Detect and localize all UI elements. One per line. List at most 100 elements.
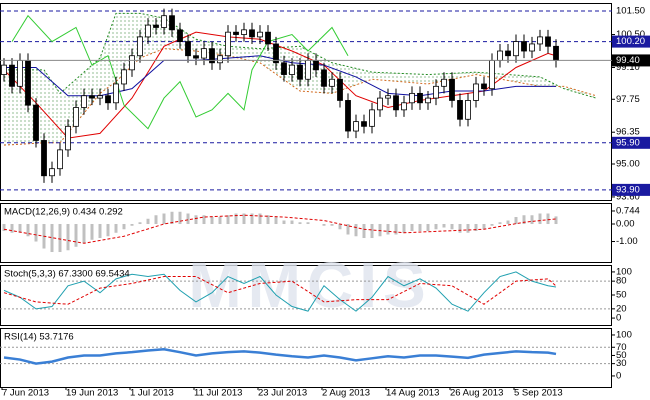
y-tick-label: 97.75	[616, 94, 640, 105]
panel-frame	[0, 265, 612, 326]
macd-bar	[514, 217, 518, 225]
macd-bar	[418, 224, 422, 232]
macd-bar	[186, 213, 190, 225]
macd-bar	[274, 217, 278, 225]
candle-body	[281, 62, 287, 75]
y-tick-label: 50	[616, 290, 627, 301]
y-tick-label: 0.744	[616, 205, 640, 216]
macd-bar	[546, 213, 550, 225]
candle-body	[201, 48, 207, 59]
candle-body	[345, 100, 351, 132]
candle-body	[97, 95, 103, 99]
candle-body	[481, 83, 487, 90]
candle-body	[25, 60, 31, 106]
candle-body	[313, 60, 319, 71]
macd-bar	[210, 217, 214, 225]
y-tick-label: 0	[616, 313, 621, 324]
macd-bar	[370, 224, 374, 239]
x-tick-label: 14 Aug 2013	[386, 388, 439, 399]
level-box	[612, 183, 650, 196]
candle-body	[33, 104, 39, 141]
candle-body	[1, 64, 7, 75]
macd-bar	[282, 220, 286, 225]
candle-body	[49, 168, 55, 177]
candle-body	[265, 31, 271, 45]
macd-bar	[58, 224, 62, 253]
y-tick-label: 96.35	[616, 127, 640, 138]
candle-body	[241, 29, 247, 35]
candle-body	[497, 50, 503, 61]
candle-body	[233, 31, 239, 35]
y-tick-label: 93.60	[616, 191, 640, 202]
indicator-line	[3, 348, 557, 365]
candle-body	[441, 78, 447, 87]
candle-body	[273, 43, 279, 64]
candle-body	[121, 69, 127, 85]
candle-body	[289, 64, 295, 75]
candle-body	[321, 69, 327, 87]
cloud-span-b	[3, 48, 597, 146]
indicator-line	[11, 14, 349, 130]
candle-body	[209, 48, 215, 64]
panel-frame	[0, 328, 612, 388]
macd-bar	[362, 224, 366, 239]
candle-body	[465, 100, 471, 120]
signal-line	[3, 214, 557, 244]
x-tick-label: 7 Jun 2013	[2, 388, 49, 399]
candle-body	[433, 85, 439, 99]
level-label: 101.50	[616, 6, 645, 17]
panel-title: RSI(14) 53.7176	[4, 332, 74, 343]
level-box	[612, 136, 650, 149]
macd-bar	[250, 213, 254, 225]
candle-body	[105, 95, 111, 104]
macd-bar	[106, 224, 110, 237]
level-box	[612, 35, 650, 48]
macd-bar	[458, 224, 462, 233]
macd-bar	[34, 224, 38, 242]
macd-bar	[490, 224, 494, 226]
level-label: 93.90	[616, 184, 640, 195]
candle-body	[113, 83, 119, 104]
x-tick-label: 11 Jul 2013	[194, 388, 242, 399]
macd-bar	[18, 224, 22, 233]
candle-body	[57, 149, 63, 170]
last-price-label: 99.40	[616, 55, 640, 66]
macd-bar	[426, 224, 430, 232]
candle-body	[529, 43, 535, 52]
y-tick-label: 99.10	[616, 62, 640, 73]
candle-body	[129, 55, 135, 71]
macd-bar	[82, 224, 86, 244]
macd-bar	[450, 224, 454, 230]
x-tick-label: 26 Aug 2013	[450, 388, 503, 399]
macd-bar	[26, 224, 30, 237]
macd-bar	[162, 213, 166, 225]
macd-bar	[130, 224, 134, 226]
candle-body	[537, 36, 543, 45]
x-tick-label: 23 Jul 2013	[258, 388, 307, 399]
candle-body	[329, 78, 335, 87]
candle-body	[65, 125, 71, 151]
macd-bar	[410, 224, 414, 232]
macd-bar	[154, 215, 158, 225]
candle-body	[193, 55, 199, 59]
candle-body	[305, 60, 311, 80]
macd-bar	[394, 224, 398, 235]
macd-bar	[538, 213, 542, 225]
macd-bar	[138, 222, 142, 225]
macd-bar	[482, 224, 486, 230]
y-tick-label: 50	[616, 350, 627, 361]
y-tick-label: -1.00	[616, 236, 638, 247]
macd-bar	[234, 213, 238, 225]
candle-body	[161, 15, 167, 28]
macd-bar	[122, 224, 126, 230]
x-tick-label: 1 Jul 2013	[130, 388, 174, 399]
candle-body	[9, 64, 15, 87]
candle-body	[225, 31, 231, 57]
macd-bar	[178, 211, 182, 225]
candle-body	[297, 64, 303, 80]
macd-bar	[258, 213, 262, 225]
macd-bar	[170, 211, 174, 225]
candle-body	[385, 95, 391, 99]
y-tick-label: 100.50	[616, 29, 645, 40]
macd-bar	[66, 224, 70, 251]
